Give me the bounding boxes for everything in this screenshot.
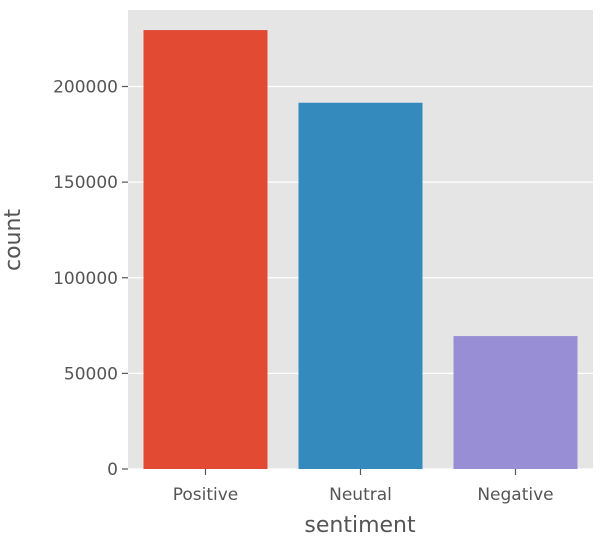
y-tick-label: 100000 (53, 269, 118, 289)
x-axis-label: sentiment (304, 513, 416, 538)
y-tick-label: 0 (107, 460, 118, 480)
bar-negative (453, 336, 578, 469)
x-tick-label: Positive (173, 485, 239, 505)
bar-neutral (298, 102, 423, 469)
x-tick-label: Neutral (329, 485, 392, 505)
y-tick-label: 200000 (53, 78, 118, 98)
y-axis-label: count (1, 209, 26, 271)
x-axis-ticks: Positive Neutral Negative (173, 469, 554, 505)
x-tick-label: Negative (477, 485, 553, 505)
bars (143, 30, 578, 470)
y-axis-ticks: 0 50000 100000 150000 200000 (53, 78, 128, 480)
y-tick-label: 50000 (64, 364, 118, 384)
y-tick-label: 150000 (53, 173, 118, 193)
bar-positive (143, 30, 268, 470)
